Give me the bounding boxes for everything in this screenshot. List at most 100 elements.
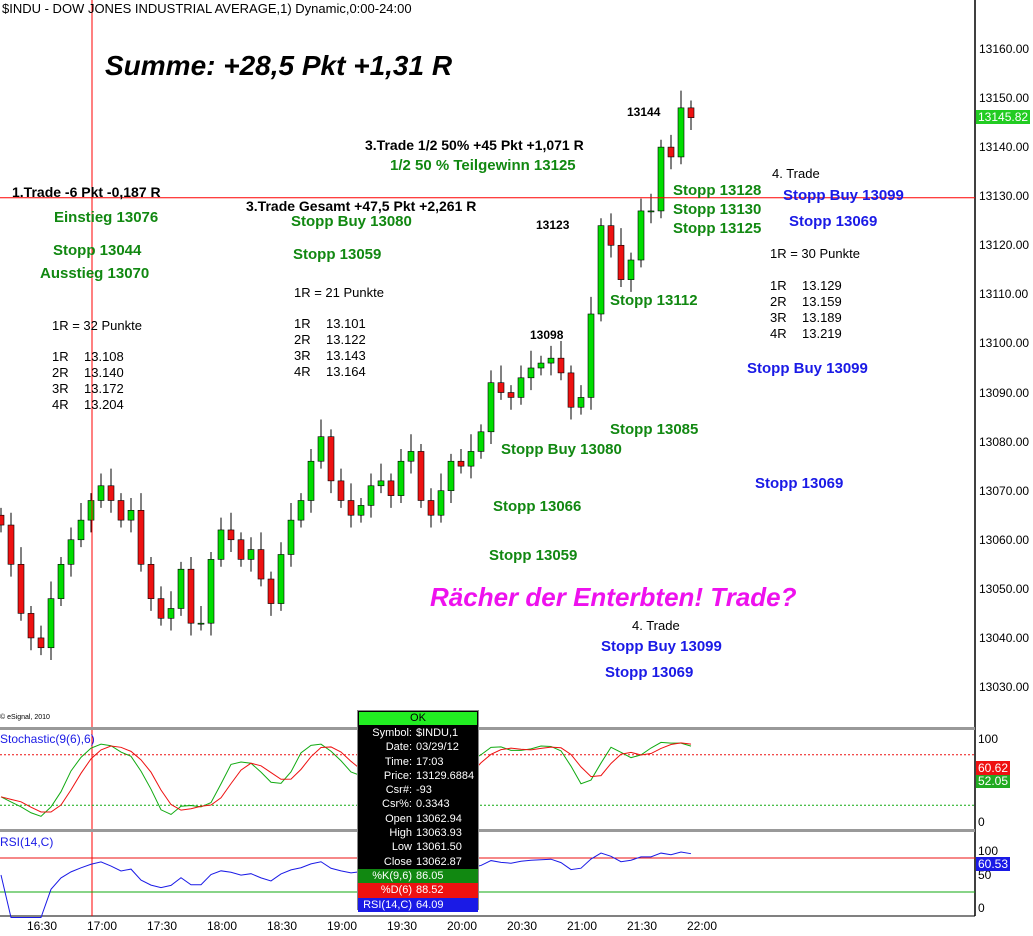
stop-annotation: Stopp 13066 xyxy=(493,498,582,515)
candle-body xyxy=(647,210,655,213)
candle-body xyxy=(37,637,45,649)
stop-annotation: Stopp 13130 xyxy=(673,201,762,218)
candle-body xyxy=(677,107,685,158)
candle-body xyxy=(177,568,185,609)
candle-body xyxy=(237,539,245,560)
price-tick: 13150.00 xyxy=(979,91,1030,106)
r-level-label: 2R xyxy=(52,365,69,380)
tip-row: Date: 03/29/12 xyxy=(385,741,459,754)
candle-body xyxy=(387,480,395,496)
rsi-label: RSI(14,C) xyxy=(0,835,54,849)
r-level-label: 4R xyxy=(294,364,311,379)
stop-annotation: Stopp 13069 xyxy=(605,664,694,681)
stoch-d-line xyxy=(0,742,692,813)
candle-body xyxy=(457,460,465,467)
r-level-value: 13.129 xyxy=(802,278,842,293)
price-tick: 13090.00 xyxy=(979,385,1030,400)
tip-row: Open 13062.94 xyxy=(385,812,462,825)
candle-body xyxy=(107,485,115,501)
candle-body xyxy=(607,225,615,246)
rsi-panel-divider[interactable] xyxy=(0,829,975,832)
summary-annotation: Summe: +28,5 Pkt +1,31 R xyxy=(105,50,453,81)
trade1-annotation: 1.Trade -6 Pkt -0,187 R xyxy=(12,184,161,200)
risk-unit-label: 1R = 30 Punkte xyxy=(770,246,860,261)
candle-body xyxy=(247,549,255,560)
candle-body xyxy=(47,598,55,649)
r-level-label: 2R xyxy=(770,294,787,309)
candle-body xyxy=(337,480,345,501)
r-level-label: 2R xyxy=(294,332,311,347)
copyright: © eSignal, 2010 xyxy=(0,714,50,721)
candle-body xyxy=(67,539,75,565)
candle-body xyxy=(207,559,215,624)
stop-annotation: Stopp 13125 xyxy=(673,220,762,237)
candle-body xyxy=(547,357,555,364)
candle-body xyxy=(577,397,585,408)
stop-buy-annotation: Stopp Buy 13080 xyxy=(291,213,412,230)
price-tick: 13070.00 xyxy=(979,483,1030,498)
price-tick: 13130.00 xyxy=(979,189,1030,204)
rsi-line xyxy=(0,851,692,918)
candle-body xyxy=(517,377,525,398)
tip-row: Low 13061.50 xyxy=(391,841,462,854)
candle-body xyxy=(587,313,595,398)
r-level-label: 3R xyxy=(770,310,787,325)
price-tick: 13040.00 xyxy=(979,630,1030,645)
r-level-label: 3R xyxy=(294,348,311,363)
time-tick: 19:30 xyxy=(387,919,418,933)
time-tick: 22:00 xyxy=(687,919,718,933)
candle-body xyxy=(87,500,95,521)
candle-body xyxy=(0,514,5,526)
tip-row: Price: 13129.6884 xyxy=(383,769,475,782)
candle-body xyxy=(277,554,285,604)
r-level-value: 13.143 xyxy=(326,348,366,363)
candle-body xyxy=(597,225,605,315)
cursor-window[interactable]: OK Symbol: $INDU,1 Date: 03/29/12 Time: 17:03… xyxy=(357,710,479,912)
candle-body xyxy=(327,436,335,482)
candle-body xyxy=(97,485,105,501)
ok-button[interactable]: OK xyxy=(359,712,477,725)
candle-body xyxy=(27,613,35,639)
time-tick: 17:30 xyxy=(147,919,178,933)
tip-stoch-k: %K(9,6) 86.05 xyxy=(358,868,478,884)
candle-body xyxy=(187,568,195,624)
price-label: 13098 xyxy=(530,328,564,342)
candle-body xyxy=(227,529,235,541)
r-level-value: 13.204 xyxy=(84,397,124,412)
r-level-value: 13.122 xyxy=(326,332,366,347)
price-tick: 13050.00 xyxy=(979,581,1030,596)
r-level-value: 13.172 xyxy=(84,381,124,396)
candle-body xyxy=(447,460,455,491)
rsi-tag: 60.53 xyxy=(976,857,1011,871)
rsi-tick-0: 0 xyxy=(978,901,985,915)
time-tick: 17:00 xyxy=(87,919,118,933)
candle-body xyxy=(437,490,445,516)
time-tick: 16:30 xyxy=(27,919,58,933)
r-level-label: 4R xyxy=(770,326,787,341)
tip-row: Time: 17:03 xyxy=(384,755,444,768)
stoch-tick-0: 0 xyxy=(978,815,985,829)
trade4-label: 4. Trade xyxy=(772,166,820,181)
candle-body xyxy=(377,480,385,487)
tip-row: Symbol: $INDU,1 xyxy=(372,727,459,739)
candle-body xyxy=(7,524,15,565)
candle-body xyxy=(497,382,505,393)
price-tick: 13140.00 xyxy=(979,140,1030,155)
tip-row: Close 13062.87 xyxy=(383,855,462,868)
r-level-value: 13.159 xyxy=(802,294,842,309)
risk-unit-label: 1R = 32 Punkte xyxy=(52,318,142,333)
candle-body xyxy=(487,382,495,433)
stochastic-panel-divider[interactable] xyxy=(0,727,975,730)
candle-body xyxy=(417,451,425,501)
candle-body xyxy=(217,529,225,560)
r-level-label: 1R xyxy=(770,278,787,293)
candle-body xyxy=(667,146,675,158)
candle-body xyxy=(397,460,405,496)
stochastic-label: Stochastic(9(6),6) xyxy=(0,732,95,746)
candle-body xyxy=(427,500,435,516)
candle-body xyxy=(567,372,575,408)
trade3-total-annotation: 3.Trade Gesamt +47,5 Pkt +2,261 R xyxy=(246,198,477,214)
chart-title: $INDU - DOW JONES INDUSTRIAL AVERAGE,1) … xyxy=(2,1,412,16)
r-level-value: 13.219 xyxy=(802,326,842,341)
